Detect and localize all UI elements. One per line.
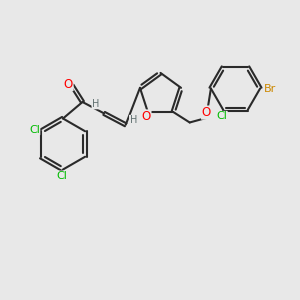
Text: H: H — [130, 115, 137, 125]
Text: Cl: Cl — [29, 125, 40, 135]
Text: O: O — [202, 106, 211, 119]
Text: O: O — [142, 110, 151, 123]
Text: Cl: Cl — [216, 111, 227, 122]
Text: H: H — [92, 99, 99, 109]
Text: O: O — [64, 77, 73, 91]
Text: Br: Br — [264, 83, 276, 94]
Text: Cl: Cl — [56, 171, 67, 181]
